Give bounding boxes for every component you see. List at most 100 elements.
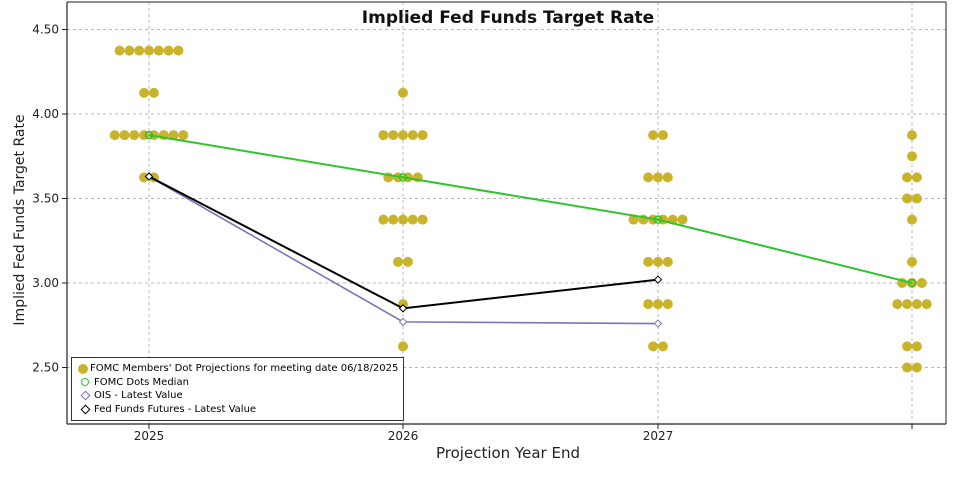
y-tick-label: 4.50	[32, 23, 59, 37]
y-tick-label: 3.50	[32, 192, 59, 206]
y-tick-label: 3.00	[32, 276, 59, 290]
dot-projection	[628, 214, 639, 225]
x-axis-label: Projection Year End	[436, 444, 580, 462]
dot-projection	[653, 299, 663, 310]
ois-line-point	[398, 317, 408, 327]
dot-projection	[388, 130, 399, 141]
dot-projection	[163, 45, 174, 56]
dot-projection	[407, 214, 418, 225]
dot-projection	[398, 130, 408, 141]
median-line-point	[144, 130, 154, 140]
dot-projection	[124, 45, 135, 56]
legend-label-futures: Fed Funds Futures - Latest Value	[94, 403, 257, 415]
median-line-point	[653, 215, 663, 224]
dot-projection	[417, 214, 428, 225]
y-tick-label: 4.00	[32, 107, 59, 121]
dot-projection	[119, 130, 130, 141]
dot-projection	[911, 193, 922, 204]
dot-projection	[417, 130, 428, 141]
ois-line	[144, 172, 663, 328]
dot-projection	[677, 214, 688, 225]
median-line-point	[398, 173, 408, 182]
legend-item-ois: OIS - Latest Value	[78, 389, 397, 403]
dot-projection	[398, 87, 408, 98]
dot-projection	[168, 130, 179, 141]
legend-item-futures: Fed Funds Futures - Latest Value	[78, 403, 397, 417]
dot-projection	[129, 130, 140, 141]
dot-projection	[892, 299, 903, 310]
dot-projection	[662, 172, 673, 183]
x-tick-label: 2026	[388, 429, 419, 443]
dot-projection	[902, 193, 913, 204]
dot-projection	[378, 130, 389, 141]
dot-projection	[378, 214, 389, 225]
futures-line-point	[653, 275, 663, 284]
dot-projection	[911, 362, 922, 373]
dot-projection	[921, 299, 932, 310]
dot-projections	[109, 45, 932, 373]
dot-projection	[911, 172, 922, 183]
dot-projection	[134, 45, 145, 56]
futures-line-point	[144, 172, 154, 181]
dot-projection	[402, 256, 413, 267]
legend-label-ois: OIS - Latest Value	[94, 390, 183, 402]
legend-ois-marker	[78, 390, 92, 401]
dot-projection	[902, 362, 913, 373]
dot-projection	[648, 341, 659, 352]
legend-item-dots: FOMC Members' Dot Projections for meetin…	[78, 362, 399, 376]
dot-projection	[148, 87, 159, 98]
dot-projection	[643, 256, 654, 267]
dot-projection	[916, 278, 927, 288]
dot-projection	[902, 172, 913, 183]
dot-projection	[662, 299, 673, 310]
dot-projection	[398, 341, 408, 352]
x-tick-label: 2025	[134, 429, 165, 443]
median-line-path	[148, 134, 913, 284]
dot-projection	[643, 172, 654, 183]
dot-projection	[911, 341, 922, 352]
dot-projection	[653, 256, 663, 267]
dot-projection	[144, 45, 154, 56]
dot-projection	[911, 299, 922, 310]
legend-median-marker	[78, 378, 92, 387]
legend-dot-marker	[78, 363, 88, 374]
dot-projection	[643, 299, 654, 310]
dot-projection	[907, 151, 917, 162]
y-axis-label: Implied Fed Funds Target Rate	[12, 114, 28, 325]
dot-projection	[153, 45, 164, 56]
dot-projection	[902, 299, 913, 310]
legend-label-median: FOMC Dots Median	[94, 376, 189, 388]
futures-line	[144, 172, 663, 313]
median-line-point	[907, 278, 917, 288]
dot-projection	[653, 172, 663, 183]
legend-futures-marker	[78, 404, 92, 415]
dot-projection	[902, 341, 913, 352]
dot-projection	[648, 130, 659, 141]
dot-projection	[907, 130, 917, 141]
dot-projection	[393, 256, 404, 267]
futures-line-point	[398, 304, 408, 313]
axes	[62, 1, 947, 429]
dot-projection	[388, 214, 399, 225]
median-line	[144, 130, 917, 288]
ois-line-point	[653, 319, 663, 328]
dot-projection	[657, 130, 668, 141]
legend-item-median: FOMC Dots Median	[78, 376, 397, 390]
dot-projection	[173, 45, 184, 56]
tick-labels: 2.50 3.00 3.50 4.00 4.50 2025 2026 2027	[32, 23, 673, 444]
dot-projection	[407, 130, 418, 141]
dot-projection	[907, 214, 917, 225]
x-tick-label: 2027	[643, 429, 674, 443]
dot-projection	[114, 45, 125, 56]
chart-title: Implied Fed Funds Target Rate	[362, 8, 654, 28]
y-tick-label: 2.50	[32, 361, 59, 375]
dot-projection	[178, 130, 189, 141]
legend: FOMC Members' Dot Projections for meetin…	[71, 357, 404, 421]
dot-projection	[398, 214, 408, 225]
dot-projection	[662, 256, 673, 267]
dot-projection	[139, 87, 150, 98]
dot-projection	[907, 256, 917, 267]
dot-projection	[657, 341, 668, 352]
dot-projection	[109, 130, 120, 141]
legend-label-dots: FOMC Members' Dot Projections for meetin…	[90, 363, 399, 375]
